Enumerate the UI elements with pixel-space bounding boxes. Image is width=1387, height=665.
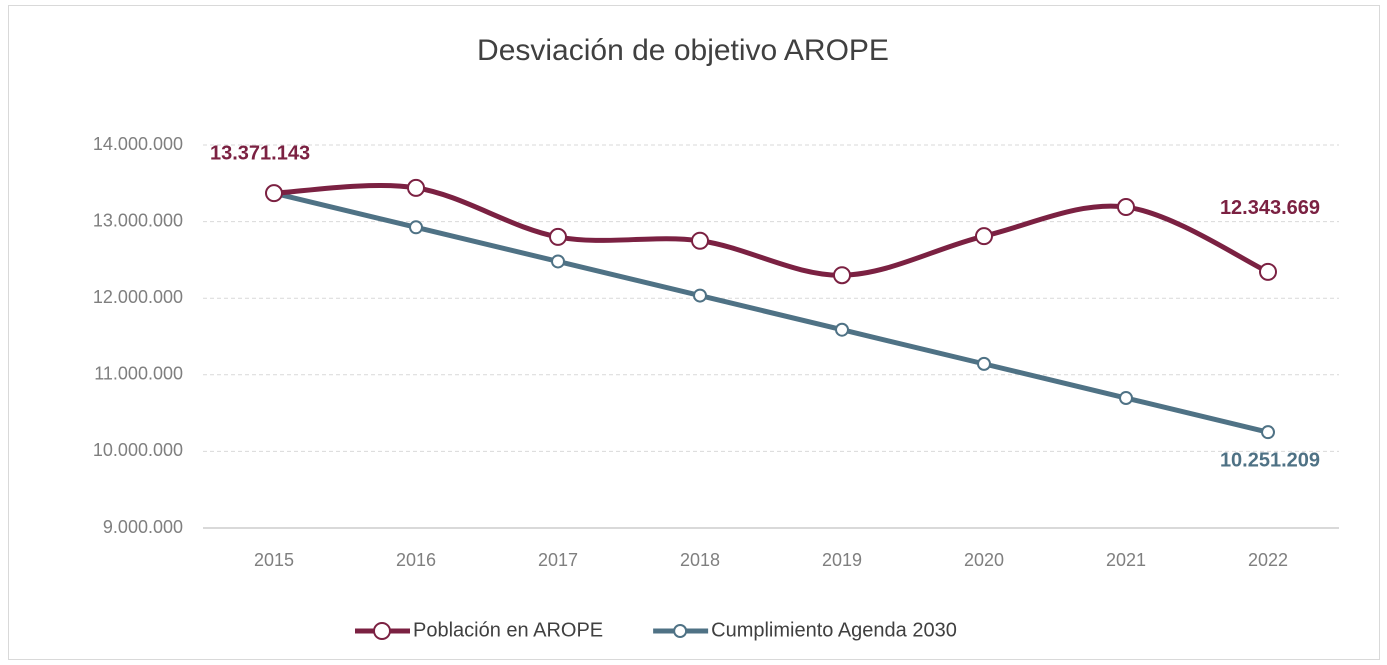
- point-marker: [1119, 391, 1133, 406]
- point-marker: [1117, 198, 1135, 217]
- point-marker: [1259, 262, 1277, 281]
- point-marker: [693, 288, 707, 303]
- data-label: 12.343.669: [1220, 197, 1320, 219]
- x-tick-label: 2020: [964, 550, 1004, 570]
- point-marker: [265, 184, 283, 203]
- x-tick-label: 2015: [254, 550, 294, 570]
- series-line: [271, 183, 1271, 278]
- chart-border: [8, 5, 1380, 660]
- legend-label: Población en AROPE: [413, 619, 603, 641]
- legend-marker: [373, 622, 391, 640]
- legend-label: Cumplimiento Agenda 2030: [711, 619, 957, 641]
- point-marker: [549, 227, 567, 246]
- point-marker: [975, 227, 993, 246]
- chart-title: Desviación de objetivo AROPE: [477, 34, 889, 67]
- data-label: 13.371.143: [210, 142, 310, 164]
- point-marker: [833, 266, 851, 285]
- series-line: [271, 190, 1271, 435]
- point-marker: [977, 356, 991, 371]
- data-label: 10.251.209: [1220, 449, 1320, 471]
- y-tick-label: 10.000.000: [93, 440, 183, 460]
- point-marker: [407, 178, 425, 197]
- legend-marker: [673, 624, 688, 638]
- x-tick-label: 2018: [680, 550, 720, 570]
- y-tick-label: 13.000.000: [93, 210, 183, 230]
- y-tick-label: 9.000.000: [103, 517, 183, 537]
- point-marker: [835, 322, 849, 337]
- x-tick-label: 2017: [538, 550, 578, 570]
- x-tick-label: 2022: [1248, 550, 1288, 570]
- y-tick-label: 11.000.000: [94, 364, 183, 384]
- x-tick-label: 2021: [1106, 550, 1146, 570]
- x-tick-label: 2016: [396, 550, 436, 570]
- point-marker: [551, 254, 565, 269]
- point-marker: [1261, 425, 1275, 440]
- point-marker: [409, 220, 423, 235]
- x-tick-label: 2019: [822, 550, 862, 570]
- point-marker: [691, 231, 709, 250]
- y-tick-label: 12.000.000: [93, 287, 183, 307]
- y-tick-label: 14.000.000: [93, 134, 183, 154]
